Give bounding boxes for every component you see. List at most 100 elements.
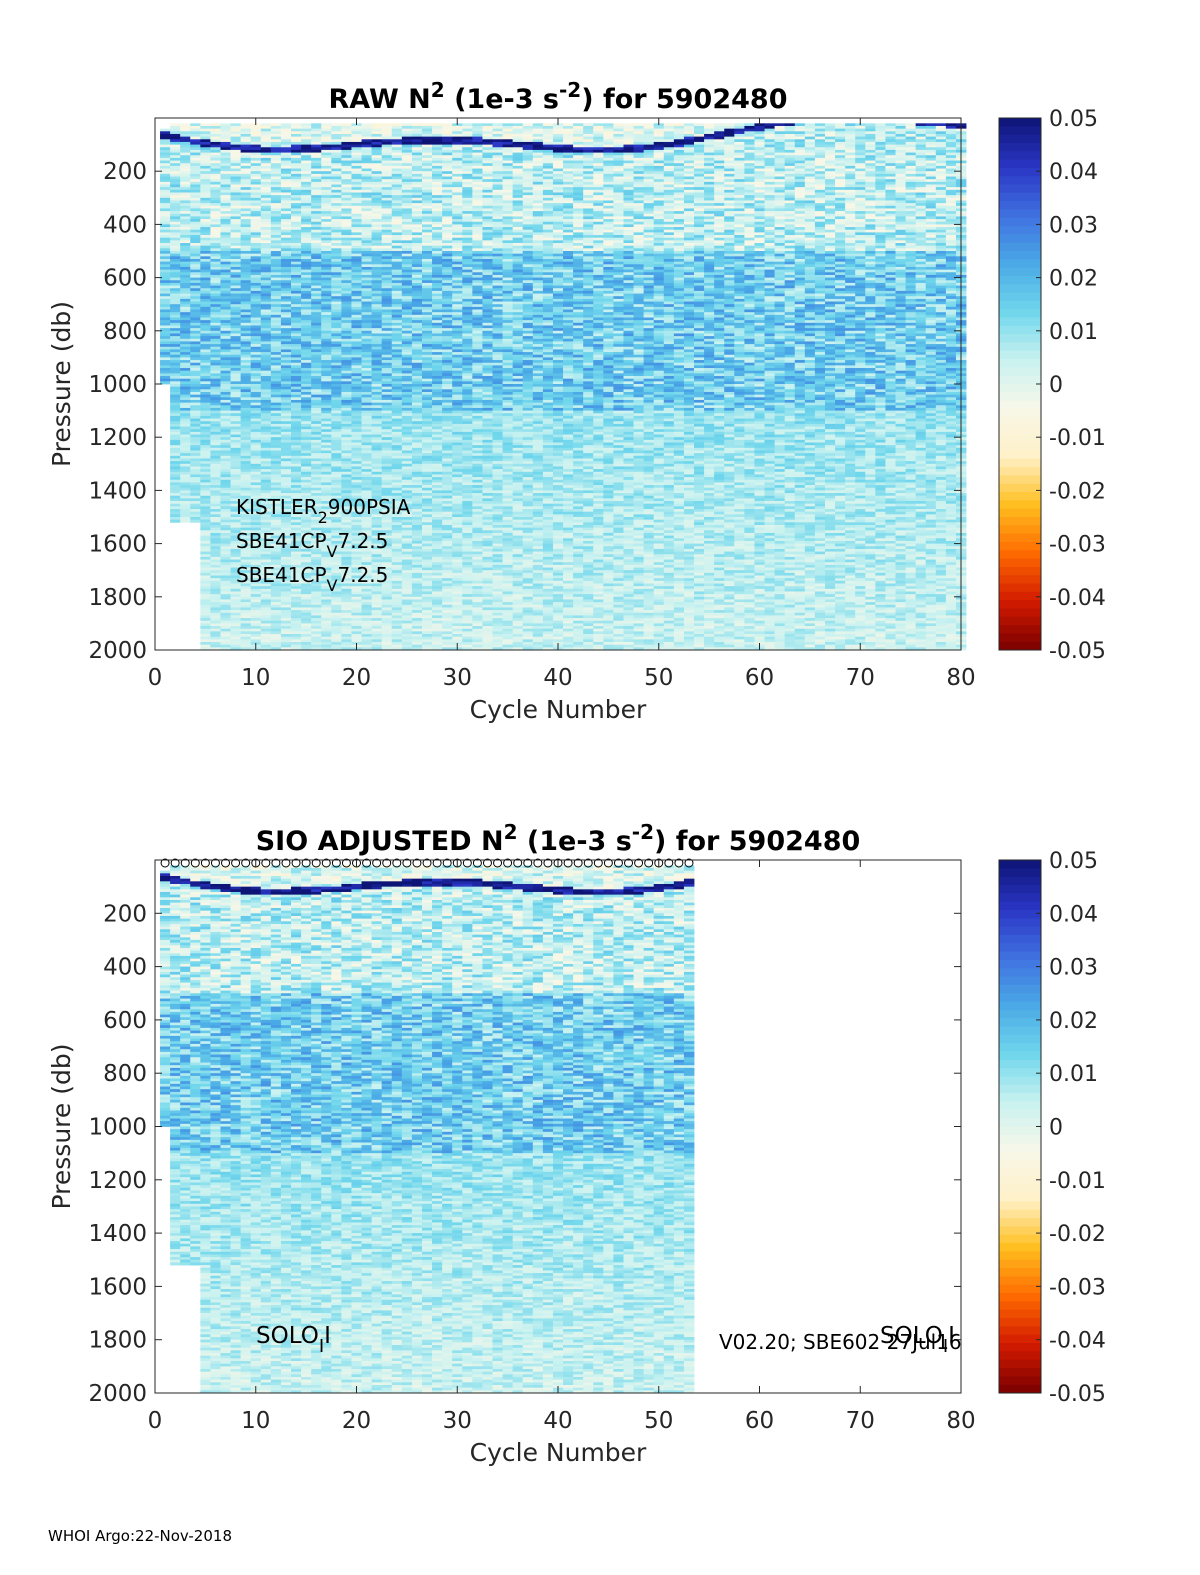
heatmap-cell	[372, 371, 382, 374]
heatmap-cell	[220, 341, 230, 344]
heatmap-cell	[331, 270, 341, 273]
heatmap-cell	[412, 594, 422, 597]
heatmap-cell	[392, 602, 402, 605]
heatmap-cell	[351, 400, 361, 403]
heatmap-cell	[341, 472, 351, 475]
heatmap-cell	[281, 440, 291, 443]
heatmap-cell	[241, 238, 251, 241]
heatmap-cell	[281, 195, 291, 198]
heatmap-cell	[412, 464, 422, 467]
heatmap-cell	[210, 240, 220, 243]
heatmap-cell	[200, 190, 210, 193]
heatmap-cell	[210, 203, 220, 206]
heatmap-cell	[351, 296, 361, 299]
heatmap-cell	[180, 153, 190, 156]
heatmap-cell	[412, 570, 422, 573]
heatmap-cell	[392, 573, 402, 576]
heatmap-cell	[200, 451, 210, 454]
heatmap-cell	[321, 371, 331, 374]
heatmap-cell	[220, 131, 230, 134]
heatmap-cell	[190, 166, 200, 169]
heatmap-cell	[412, 429, 422, 432]
heatmap-cell	[382, 222, 392, 225]
heatmap-cell	[402, 275, 412, 278]
heatmap-cell	[251, 224, 261, 227]
heatmap-cell	[160, 185, 170, 188]
heatmap-cell	[402, 395, 412, 398]
heatmap-cell	[281, 427, 291, 430]
heatmap-cell	[392, 240, 402, 243]
heatmap-cell	[331, 464, 341, 467]
heatmap-cell	[220, 591, 230, 594]
heatmap-cell	[351, 203, 361, 206]
heatmap-cell	[200, 373, 210, 376]
heatmap-cell	[331, 432, 341, 435]
heatmap-cell	[372, 190, 382, 193]
heatmap-cell	[331, 216, 341, 219]
heatmap-cell	[261, 203, 271, 206]
heatmap-cell	[382, 411, 392, 414]
heatmap-cell	[412, 246, 422, 249]
heatmap-cell	[251, 421, 261, 424]
heatmap-cell	[331, 227, 341, 230]
heatmap-cell	[422, 278, 432, 281]
heatmap-cell	[341, 368, 351, 371]
heatmap-cell	[362, 171, 372, 174]
heatmap-cell	[261, 222, 271, 225]
heatmap-cell	[291, 302, 301, 305]
heatmap-cell	[241, 137, 251, 140]
heatmap-cell	[422, 208, 432, 211]
heatmap-cell	[200, 493, 210, 496]
heatmap-cell	[392, 355, 402, 358]
heatmap-cell	[422, 318, 432, 321]
heatmap-cell	[261, 352, 271, 355]
heatmap-cell	[351, 243, 361, 246]
heatmap-cell	[392, 254, 402, 257]
heatmap-cell	[331, 219, 341, 222]
heatmap-cell	[220, 424, 230, 427]
heatmap-cell	[251, 299, 261, 302]
heatmap-cell	[412, 264, 422, 267]
heatmap-cell	[210, 445, 220, 448]
heatmap-cell	[392, 373, 402, 376]
heatmap-cell	[200, 312, 210, 315]
heatmap-cell	[301, 307, 311, 310]
heatmap-cell	[412, 137, 422, 140]
heatmap-cell	[362, 488, 372, 491]
heatmap-cell	[372, 163, 382, 166]
heatmap-cell	[291, 445, 301, 448]
heatmap-cell	[412, 629, 422, 632]
heatmap-cell	[321, 137, 331, 140]
heatmap-cell	[281, 432, 291, 435]
heatmap-cell	[200, 344, 210, 347]
heatmap-cell	[291, 408, 301, 411]
heatmap-cell	[402, 403, 412, 406]
heatmap-cell	[281, 339, 291, 342]
heatmap-cell	[241, 482, 251, 485]
heatmap-cell	[412, 482, 422, 485]
heatmap-cell	[402, 474, 412, 477]
heatmap-cell	[261, 357, 271, 360]
heatmap-cell	[281, 280, 291, 283]
heatmap-cell	[412, 227, 422, 230]
heatmap-cell	[351, 262, 361, 265]
heatmap-cell	[301, 392, 311, 395]
heatmap-cell	[291, 615, 301, 618]
heatmap-cell	[341, 254, 351, 257]
heatmap-cell	[311, 310, 321, 313]
heatmap-cell	[321, 248, 331, 251]
heatmap-cell	[190, 179, 200, 182]
heatmap-cell	[180, 206, 190, 209]
heatmap-cell	[241, 474, 251, 477]
heatmap-cell	[382, 352, 392, 355]
heatmap-cell	[341, 235, 351, 238]
heatmap-cell	[210, 318, 220, 321]
heatmap-cell	[261, 384, 271, 387]
heatmap-cell	[190, 280, 200, 283]
heatmap-cell	[291, 262, 301, 265]
heatmap-cell	[402, 238, 412, 241]
heatmap-cell	[301, 214, 311, 217]
heatmap-cell	[190, 216, 200, 219]
heatmap-cell	[271, 323, 281, 326]
heatmap-cell	[311, 421, 321, 424]
